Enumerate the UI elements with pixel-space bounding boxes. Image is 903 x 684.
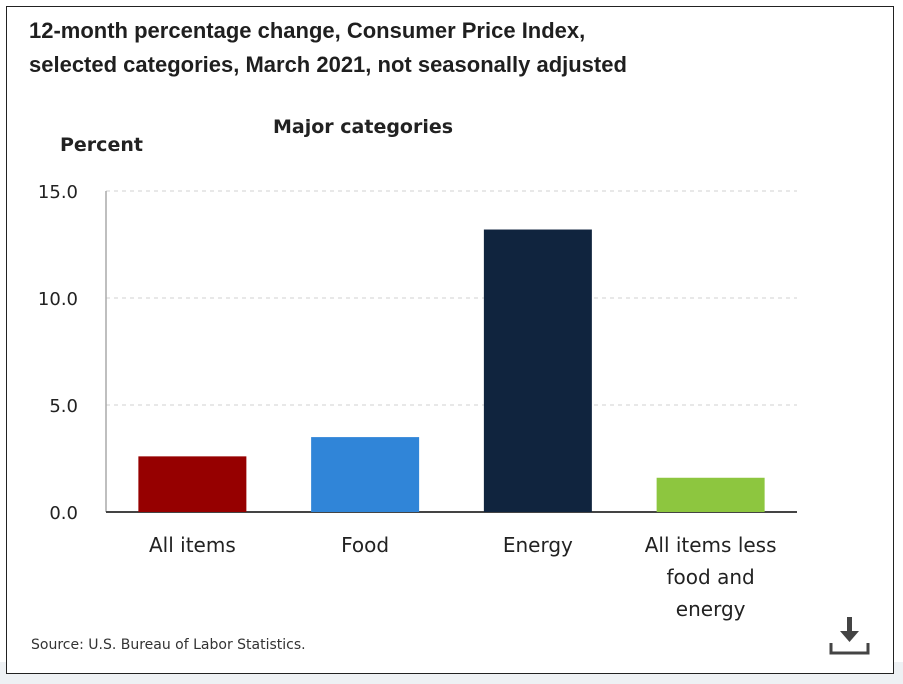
chart-frame [6,6,894,674]
bar [656,477,765,512]
chart-title-line-2: selected categories, March 2021, not sea… [29,52,627,77]
chart-title-line-1: 12-month percentage change, Consumer Pri… [29,18,586,43]
bar [483,229,592,512]
y-tick-label: 15.0 [38,182,78,203]
x-tick-label: food and [667,565,755,589]
download-icon [829,617,870,655]
chart-subtitle: Major categories [273,116,454,138]
y-axis-label: Percent [60,134,143,156]
x-tick-label: Energy [503,533,573,557]
x-tick-label: Food [341,533,389,557]
y-tick-label: 10.0 [38,289,78,310]
y-tick-label: 0.0 [49,503,78,524]
x-tick-label: energy [676,597,746,621]
chart-title: 12-month percentage change, Consumer Pri… [29,14,869,82]
download-button[interactable] [826,613,872,657]
bar [311,437,420,512]
x-tick-label: All items [149,533,236,557]
bar [138,456,247,512]
y-tick-label: 5.0 [49,396,78,417]
x-tick-label: All items less [645,533,777,557]
source-note: Source: U.S. Bureau of Labor Statistics. [31,637,306,653]
